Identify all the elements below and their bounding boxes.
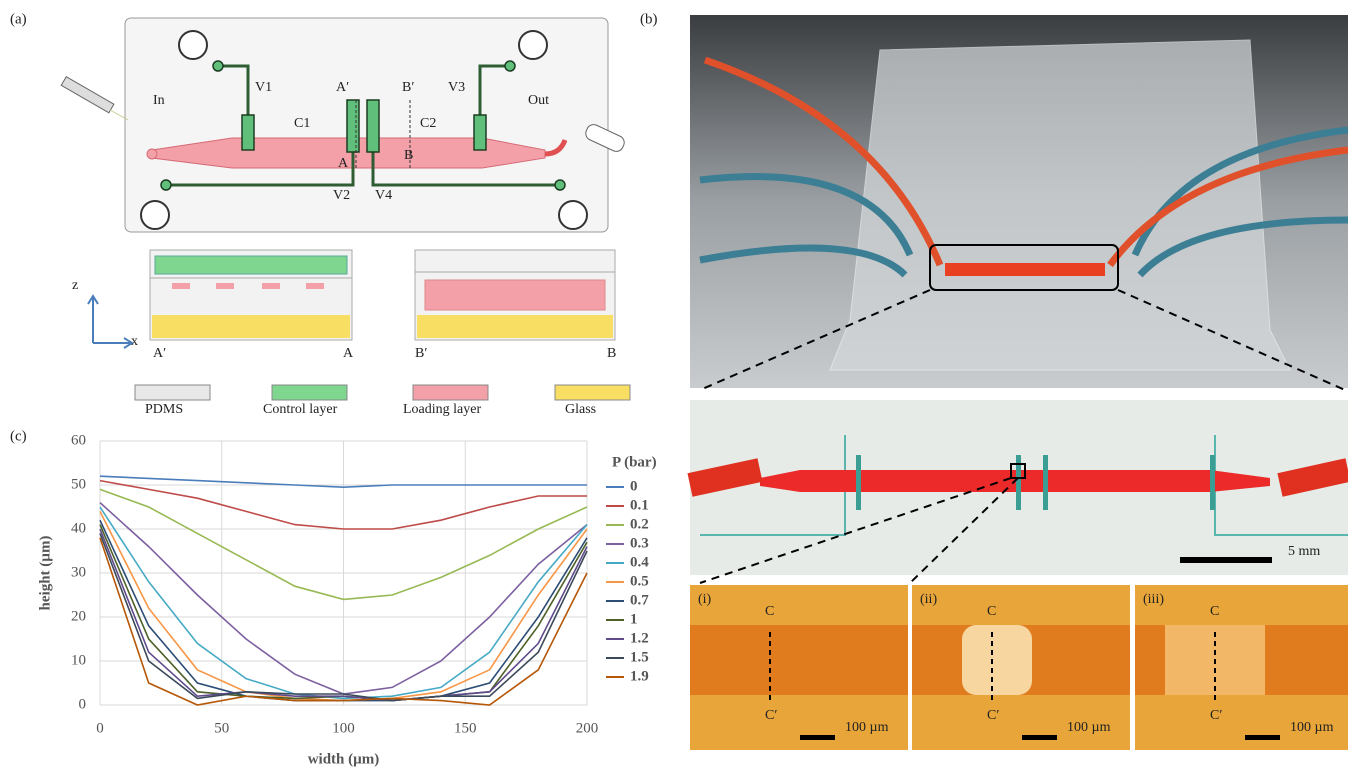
y-tick-label: 30 — [71, 564, 86, 580]
section-label: C — [765, 604, 774, 619]
scale-bar — [1245, 735, 1280, 740]
inlet-label: In — [153, 93, 165, 108]
legend-label: Control layer — [263, 402, 338, 417]
panel-label: (b) — [640, 11, 658, 27]
x-tick-label: 150 — [454, 720, 477, 736]
section-label: A′ — [336, 80, 349, 95]
chamber-label: C2 — [420, 116, 436, 131]
legend-label: 1 — [630, 611, 638, 627]
x-tick-label: 200 — [576, 720, 599, 736]
x-tick-label: 50 — [214, 720, 229, 736]
panel-label: (c) — [10, 428, 27, 444]
legend-label: 1.5 — [630, 649, 649, 665]
panel-label: (a) — [10, 11, 27, 27]
collapsed-region — [962, 625, 1032, 695]
x-tick-label: 0 — [96, 720, 104, 736]
valve-label: V1 — [255, 80, 272, 95]
section-label: B′ — [402, 80, 414, 95]
legend-label: 0.2 — [630, 516, 649, 532]
x-axis-title: width (µm) — [308, 751, 380, 767]
inset-label: (iii) — [1143, 592, 1164, 607]
section-label: C′ — [765, 708, 777, 723]
legend-label: 0.1 — [630, 497, 649, 513]
valve-label: V4 — [375, 188, 392, 203]
legend-label: 0.3 — [630, 535, 649, 551]
valve-label: V3 — [448, 80, 465, 95]
section-label: C′ — [1210, 708, 1222, 723]
legend-label: 0 — [630, 478, 638, 494]
scale-label: 100 µm — [1290, 720, 1334, 735]
section-label: C′ — [987, 708, 999, 723]
section-label: C — [1210, 604, 1219, 619]
cross-sections — [88, 250, 615, 348]
scale-label: 100 µm — [845, 720, 889, 735]
outlet-label: Out — [528, 93, 549, 108]
y-tick-label: 20 — [71, 608, 86, 624]
valve-label: V2 — [333, 188, 350, 203]
device-photo — [690, 15, 1348, 390]
chamber-label: C1 — [294, 116, 310, 131]
micrographs: (i) C C′ 100 µm (ii) C C′ 100 µm (iii) C C′ 100 µm — [690, 585, 1348, 750]
legend-label: 0.7 — [630, 592, 649, 608]
legend-label: Loading layer — [403, 402, 481, 417]
legend-title: P (bar) — [612, 454, 657, 470]
y-tick-label: 10 — [71, 652, 86, 668]
layer-legend — [135, 385, 630, 400]
section-label: B — [404, 148, 413, 163]
scale-label: 100 µm — [1067, 720, 1111, 735]
section-label: A′ — [153, 346, 166, 361]
section-label: B — [607, 346, 616, 361]
legend-label: 0.4 — [630, 554, 649, 570]
inset-label: (ii) — [920, 592, 937, 607]
y-tick-label: 0 — [79, 696, 87, 712]
legend-label: PDMS — [145, 402, 183, 417]
y-tick-label: 60 — [71, 432, 86, 448]
section-label: B′ — [415, 346, 427, 361]
y-tick-label: 50 — [71, 476, 86, 492]
axis-label: x — [131, 334, 138, 349]
legend-label: 1.9 — [630, 668, 649, 684]
section-label: C — [987, 604, 996, 619]
legend-label: 0.5 — [630, 573, 649, 589]
inset-label: (i) — [698, 592, 712, 607]
scale-bar — [1022, 735, 1057, 740]
x-tick-label: 100 — [332, 720, 355, 736]
channel — [690, 625, 908, 695]
section-label: A — [343, 346, 354, 361]
zoom-photo — [690, 400, 1348, 583]
legend-label: 1.2 — [630, 630, 649, 646]
axis-label: z — [72, 278, 78, 293]
y-tick-label: 40 — [71, 520, 86, 536]
scale-label: 5 mm — [1288, 544, 1320, 559]
scale-bar — [800, 735, 835, 740]
section-label: A — [338, 156, 349, 171]
figure: (a) In Out V1 V2 V3 V4 C1 C2 A′ A B′ B — [0, 0, 1348, 769]
legend-label: Glass — [565, 402, 596, 417]
y-axis-title: height (µm) — [37, 536, 53, 611]
